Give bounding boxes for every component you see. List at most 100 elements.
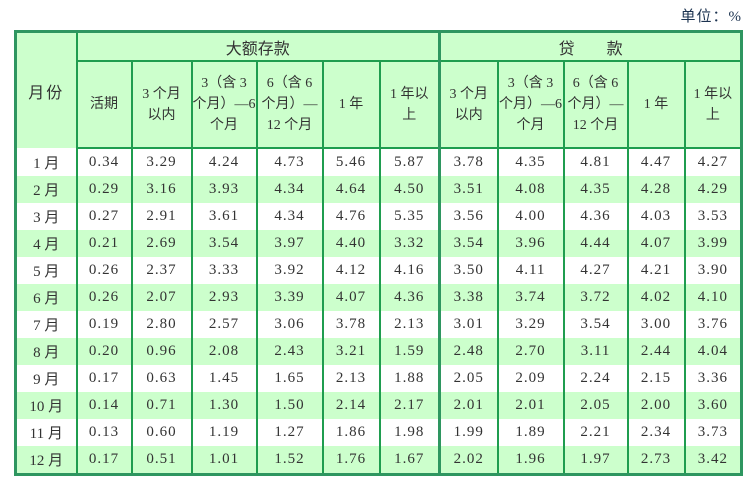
rate-cell: 2.14 <box>321 392 380 419</box>
rate-cell: 4.11 <box>496 257 564 284</box>
month-cell: 1 月 <box>15 148 77 176</box>
column-header: 6（含 6 个月）— 12 个月 <box>255 61 323 149</box>
month-cell: 2 月 <box>15 176 77 203</box>
month-cell: 4 月 <box>15 230 77 257</box>
rate-cell: 2.05 <box>562 392 628 419</box>
rate-cell: 3.72 <box>562 284 628 311</box>
rate-cell: 4.50 <box>378 176 440 203</box>
rate-cell: 3.16 <box>130 176 192 203</box>
rate-cell: 3.32 <box>378 230 440 257</box>
month-cell: 6 月 <box>15 284 77 311</box>
rate-cell: 0.26 <box>75 284 132 311</box>
table-row: 2 月 0.29 3.16 3.93 4.34 4.64 4.50 3.51 4.08 4.35 4… <box>15 176 742 203</box>
month-cell: 5 月 <box>15 257 77 284</box>
rate-cell: 0.71 <box>130 392 192 419</box>
column-header: 6（含 6 个月）— 12 个月 <box>562 61 628 149</box>
column-header: 1 年 <box>321 61 380 149</box>
rate-cell: 1.67 <box>378 446 440 475</box>
rate-cell: 4.08 <box>496 176 564 203</box>
rate-cell: 2.24 <box>562 365 628 392</box>
rate-cell: 3.29 <box>130 148 192 176</box>
rate-cell: 4.29 <box>683 176 742 203</box>
rate-cell: 4.02 <box>626 284 685 311</box>
table-body: 1 月 0.34 3.29 4.24 4.73 5.46 5.87 3.78 4.35 4.81 4… <box>15 148 742 475</box>
rate-cell: 4.27 <box>683 148 742 176</box>
rate-cell: 2.21 <box>562 419 628 446</box>
table-row: 11 月 0.13 0.60 1.19 1.27 1.86 1.98 1.99 1.89 2.21… <box>15 419 742 446</box>
rate-cell: 1.59 <box>378 338 440 365</box>
rate-cell: 2.09 <box>496 365 564 392</box>
rate-cell: 4.35 <box>562 176 628 203</box>
rate-cell: 2.73 <box>626 446 685 475</box>
rate-cell: 4.47 <box>626 148 685 176</box>
rate-cell: 3.42 <box>683 446 742 475</box>
sub-header-row: 活期 3 个月 以内 3（含 3 个月）—6 个月 6（含 6 个月）— 12 个月 1… <box>16 61 742 149</box>
rate-cell: 3.60 <box>683 392 742 419</box>
rate-cell: 3.73 <box>683 419 742 446</box>
rate-cell: 1.52 <box>255 446 323 475</box>
rate-cell: 5.46 <box>321 148 380 176</box>
rate-cell: 4.73 <box>255 148 323 176</box>
rate-cell: 2.44 <box>626 338 685 365</box>
rate-cell: 4.76 <box>321 203 380 230</box>
rate-cell: 1.76 <box>321 446 380 475</box>
interest-rates-table: 月份 大额存款 贷 款 活期 3 个月 以内 3（含 3 个月）—6 个月 6（含 6… <box>14 30 744 476</box>
rate-cell: 4.34 <box>255 203 323 230</box>
loan-group-header: 贷 款 <box>438 31 742 62</box>
rate-cell: 4.24 <box>190 148 257 176</box>
rate-cell: 2.01 <box>496 392 564 419</box>
rate-cell: 2.37 <box>130 257 192 284</box>
rate-cell: 3.90 <box>683 257 742 284</box>
rate-cell: 4.35 <box>496 148 564 176</box>
table-row: 10 月 0.14 0.71 1.30 1.50 2.14 2.17 2.01 2.01 2.05… <box>15 392 742 419</box>
rate-cell: 1.19 <box>190 419 257 446</box>
rate-cell: 1.45 <box>190 365 257 392</box>
rate-cell: 0.60 <box>130 419 192 446</box>
rate-cell: 3.78 <box>438 148 498 176</box>
rate-cell: 3.36 <box>683 365 742 392</box>
rate-cell: 4.16 <box>378 257 440 284</box>
rate-cell: 2.34 <box>626 419 685 446</box>
rate-cell: 0.29 <box>75 176 132 203</box>
rate-cell: 1.89 <box>496 419 564 446</box>
rate-cell: 3.74 <box>496 284 564 311</box>
rate-cell: 1.96 <box>496 446 564 475</box>
column-header: 3（含 3 个月）—6 个月 <box>190 61 257 149</box>
rate-cell: 4.81 <box>562 148 628 176</box>
rate-cell: 3.92 <box>255 257 323 284</box>
rate-cell: 2.13 <box>321 365 380 392</box>
rate-cell: 0.63 <box>130 365 192 392</box>
rate-cell: 2.05 <box>438 365 498 392</box>
table-row: 7 月 0.19 2.80 2.57 3.06 3.78 2.13 3.01 3.29 3.54 3… <box>15 311 742 338</box>
rate-cell: 0.17 <box>75 365 132 392</box>
column-header: 1 年 <box>626 61 685 149</box>
table-row: 4 月 0.21 2.69 3.54 3.97 4.40 3.32 3.54 3.96 4.44 4… <box>15 230 742 257</box>
rate-cell: 2.69 <box>130 230 192 257</box>
month-column-header: 月份 <box>15 31 78 148</box>
rate-cell: 3.11 <box>562 338 628 365</box>
column-header: 3（含 3 个月）—6 个月 <box>496 61 564 149</box>
rate-cell: 3.56 <box>438 203 498 230</box>
rate-cell: 4.36 <box>562 203 628 230</box>
rate-cell: 3.39 <box>255 284 323 311</box>
rate-cell: 3.97 <box>255 230 323 257</box>
rate-cell: 2.02 <box>438 446 498 475</box>
rate-cell: 4.10 <box>683 284 742 311</box>
column-header: 3 个月 以内 <box>130 61 192 149</box>
month-cell: 12 月 <box>15 446 77 475</box>
rate-cell: 4.04 <box>683 338 742 365</box>
rate-cell: 0.13 <box>75 419 132 446</box>
month-cell: 8 月 <box>15 338 77 365</box>
rate-cell: 4.00 <box>496 203 564 230</box>
rate-cell: 2.13 <box>378 311 440 338</box>
table-row: 1 月 0.34 3.29 4.24 4.73 5.46 5.87 3.78 4.35 4.81 4… <box>15 148 742 176</box>
column-header: 1 年以 上 <box>378 61 440 149</box>
rate-cell: 4.21 <box>626 257 685 284</box>
rate-cell: 2.43 <box>255 338 323 365</box>
rate-cell: 4.12 <box>321 257 380 284</box>
rate-cell: 0.14 <box>75 392 132 419</box>
month-cell: 10 月 <box>15 392 77 419</box>
rate-cell: 3.93 <box>190 176 257 203</box>
rate-cell: 0.26 <box>75 257 132 284</box>
column-header: 1 年以 上 <box>683 61 742 149</box>
